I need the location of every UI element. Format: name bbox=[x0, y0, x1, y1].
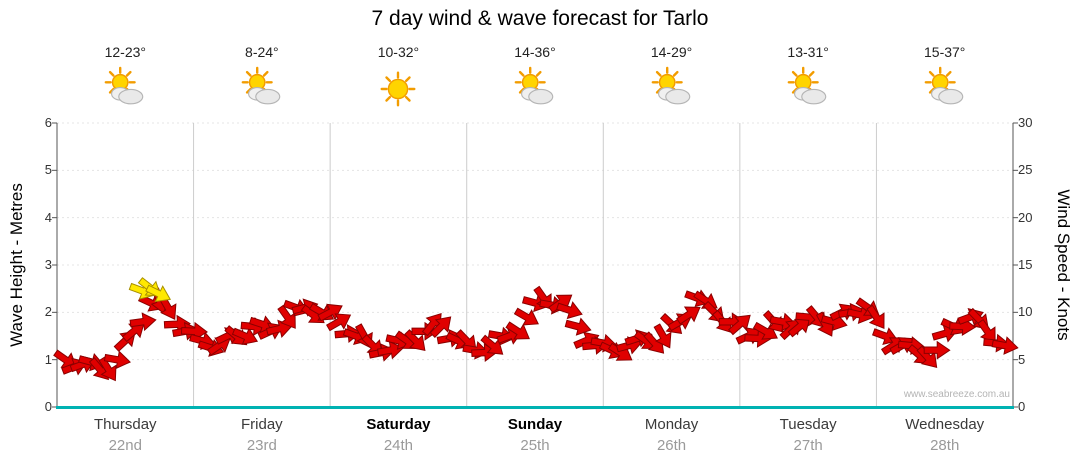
y-axis-tick-left: 3 bbox=[44, 257, 52, 272]
day-label: Tuesday bbox=[779, 416, 837, 433]
temperature-range: 13-31° bbox=[787, 44, 829, 60]
right-axis-title: Wind Speed - Knots bbox=[1054, 189, 1073, 341]
wind-arrow bbox=[846, 305, 874, 325]
sun-cloud-icon bbox=[649, 66, 695, 112]
temperature-range: 8-24° bbox=[245, 44, 279, 60]
y-axis-tick-left: 2 bbox=[44, 304, 52, 319]
y-axis-tick-left: 4 bbox=[44, 210, 52, 225]
wind-arrow bbox=[129, 312, 157, 332]
date-label: 28th bbox=[930, 437, 960, 454]
day-column-footer: Thursday 22nd bbox=[57, 414, 194, 470]
y-axis-tick-right: 10 bbox=[1018, 304, 1033, 319]
y-axis-tick-right: 25 bbox=[1018, 162, 1033, 177]
wind-arrow bbox=[98, 356, 117, 382]
day-column-header: 14-36° bbox=[467, 44, 604, 124]
day-column-header: 12-23° bbox=[57, 44, 194, 124]
day-column-footer: Tuesday 27th bbox=[740, 414, 877, 470]
day-column-footer: Saturday 24th bbox=[330, 414, 467, 470]
sun-cloud-icon bbox=[512, 66, 558, 112]
day-column-header: 14-29° bbox=[603, 44, 740, 124]
day-column-footer: Monday 26th bbox=[603, 414, 740, 470]
sun-cloud-icon bbox=[102, 66, 148, 112]
day-column-header: 15-37° bbox=[876, 44, 1013, 124]
y-axis-tick-right: 20 bbox=[1018, 210, 1033, 225]
wind-arrow bbox=[480, 334, 504, 355]
day-column-footer: Wednesday 28th bbox=[876, 414, 1013, 470]
temperature-range: 14-36° bbox=[514, 44, 556, 60]
y-axis-tick-right: 15 bbox=[1018, 257, 1033, 272]
temperature-range: 10-32° bbox=[377, 44, 420, 60]
wind-arrow bbox=[103, 350, 131, 370]
wind-arrow bbox=[376, 340, 405, 360]
day-column-footer: Friday 23rd bbox=[194, 414, 331, 470]
wind-arrow bbox=[653, 323, 672, 349]
y-axis-tick-right: 30 bbox=[1018, 115, 1033, 130]
wind-arrow bbox=[556, 301, 583, 320]
wind-arrow bbox=[676, 306, 701, 325]
day-column-header: 10-32° bbox=[330, 44, 467, 124]
wind-arrow bbox=[277, 304, 296, 329]
day-column-footer: Sunday 25th bbox=[467, 414, 604, 470]
day-column-header: 8-24° bbox=[194, 44, 331, 124]
temperature-range: 15-37° bbox=[924, 44, 966, 60]
date-label: 23rd bbox=[246, 437, 277, 454]
day-column-header: 13-31° bbox=[740, 44, 877, 124]
chart-title: 7 day wind & wave forecast for Tarlo bbox=[371, 7, 709, 30]
day-label: Sunday bbox=[507, 416, 563, 433]
day-label: Wednesday bbox=[905, 416, 985, 433]
temperature-range: 12-23° bbox=[104, 44, 146, 60]
day-label: Saturday bbox=[366, 416, 431, 433]
y-axis-tick-left: 5 bbox=[44, 162, 52, 177]
wind-arrow bbox=[916, 345, 938, 368]
y-axis-tick-right: 0 bbox=[1018, 399, 1026, 414]
wind-arrow bbox=[787, 317, 811, 338]
day-label: Friday bbox=[241, 416, 283, 433]
wind-arrow bbox=[404, 329, 426, 352]
day-label: Monday bbox=[644, 416, 699, 433]
temperature-range: 14-29° bbox=[650, 44, 693, 60]
wind-arrow bbox=[513, 307, 539, 326]
date-label: 27th bbox=[793, 437, 823, 454]
day-label: Thursday bbox=[94, 416, 157, 433]
wind-arrow bbox=[231, 327, 259, 345]
left-axis-title: Wave Height - Metres bbox=[7, 183, 26, 347]
wind-arrow bbox=[505, 321, 530, 340]
wind-arrow bbox=[991, 336, 1019, 355]
y-axis-tick-left: 1 bbox=[44, 352, 52, 367]
date-label: 25th bbox=[520, 437, 550, 454]
bottom-axis-line bbox=[56, 406, 1014, 409]
watermark: www.seabreeze.com.au bbox=[903, 389, 1010, 400]
wind-arrow bbox=[866, 304, 885, 330]
y-axis-tick-left: 6 bbox=[44, 115, 52, 130]
wind-arrow bbox=[728, 314, 751, 336]
y-axis-tick-left: 0 bbox=[44, 399, 52, 414]
wind-arrow bbox=[326, 313, 352, 332]
wind-arrow bbox=[121, 322, 145, 343]
sun-icon bbox=[375, 66, 421, 112]
sun-cloud-icon bbox=[785, 66, 831, 112]
wind-arrow bbox=[429, 316, 452, 338]
wind-arrow bbox=[317, 303, 343, 322]
sun-cloud-icon bbox=[922, 66, 968, 112]
y-axis-tick-right: 5 bbox=[1018, 352, 1026, 367]
wind-arrow bbox=[180, 321, 208, 341]
date-label: 24th bbox=[383, 437, 414, 454]
sun-cloud-icon bbox=[239, 66, 285, 112]
date-label: 22nd bbox=[108, 437, 142, 454]
gust-arrow bbox=[145, 284, 172, 303]
date-label: 26th bbox=[656, 437, 687, 454]
wind-arrow bbox=[923, 340, 951, 360]
wind-arrow bbox=[744, 328, 772, 348]
